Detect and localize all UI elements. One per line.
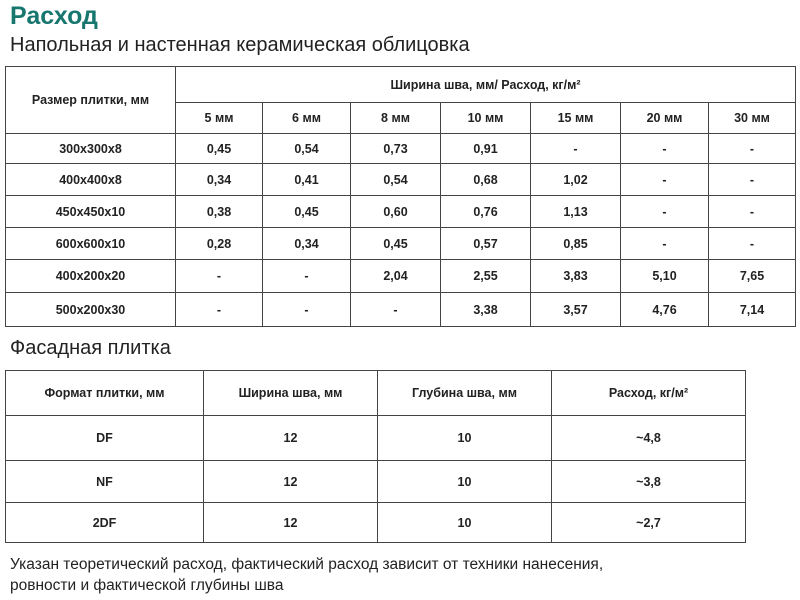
table-row: 300x300x8 0,45 0,54 0,73 0,91- - - — [5, 133, 796, 164]
table-cell: 400x400x8 — [5, 163, 176, 196]
header-cell: 30 мм — [708, 102, 796, 134]
table-cell: 10 — [377, 502, 552, 543]
header-cell: Ширина шва, мм — [203, 370, 378, 416]
table-cell: 2,55 — [440, 259, 531, 293]
table-cell: 0,45 — [350, 227, 441, 260]
table-cell: NF — [5, 460, 204, 503]
table-cell: 0,57 — [440, 227, 531, 260]
table-cell: 10 — [377, 415, 552, 461]
header-row: Размер плитки, мм Ширина шва, мм/ Расход,… — [5, 66, 796, 134]
table-cell: 0,45 — [262, 195, 351, 228]
table-cell: 300x300x8 — [5, 133, 176, 164]
header-cell: Расход, кг/м² — [551, 370, 746, 416]
table-cell: 0,41 — [262, 163, 351, 196]
table-cell: 3,57 — [530, 292, 621, 327]
footnote-line: Указан теоретический расход, фактический… — [10, 556, 604, 573]
table-row: 450x450x10 0,38 0,45 0,60 0,76 1,13- - — [5, 195, 796, 228]
table-row: NF 12 10 ~3,8 — [5, 460, 746, 503]
header-cell: 15 мм — [530, 102, 621, 134]
table-cell: - — [708, 227, 796, 260]
table-row: 600x600x10 0,28 0,34 0,45 0,57 0,85- - — [5, 227, 796, 260]
header-row: Формат плитки, мм Ширина шва, мм Глубина ш… — [5, 370, 746, 416]
table-cell: 0,34 — [175, 163, 263, 196]
header-cell: Размер плитки, мм — [5, 66, 176, 134]
table-cell: 0,54 — [262, 133, 351, 164]
table-cell: - — [175, 292, 263, 327]
table-cell: 0,85 — [530, 227, 621, 260]
table-cell: 3,38 — [440, 292, 531, 327]
table-cell: - — [262, 292, 351, 327]
footnote: Указан теоретический расход, фактический… — [10, 554, 603, 596]
header-cell: Глубина шва, мм — [377, 370, 552, 416]
table-cell: 3,83 — [530, 259, 621, 293]
table-cell: - — [708, 133, 796, 164]
table-cell: 0,45 — [175, 133, 263, 164]
table-cell: 450x450x10 — [5, 195, 176, 228]
table-cell: 0,73 — [350, 133, 441, 164]
header-cell: Формат плитки, мм — [5, 370, 204, 416]
table-cell: 0,76 — [440, 195, 531, 228]
table-cell: 400x200x20 — [5, 259, 176, 293]
table-cell: 0,38 — [175, 195, 263, 228]
table-cell: 0,68 — [440, 163, 531, 196]
table-cell: DF — [5, 415, 204, 461]
table-row: 400x400x8 0,34 0,41 0,54 0,68 1,02- - — [5, 163, 796, 196]
table-cell: - — [175, 259, 263, 293]
footnote-line: ровности и фактической глубины шва — [10, 577, 284, 594]
table-cell: 10 — [377, 460, 552, 503]
table-row: 2DF 12 10 ~2,7 — [5, 502, 746, 543]
section-title: Фасадная плитка — [10, 337, 171, 359]
table-cell: - — [262, 259, 351, 293]
table-cell: - — [708, 195, 796, 228]
table-cell: 4,76 — [620, 292, 709, 327]
table-cell: - — [620, 163, 709, 196]
table-cell: 1,02 — [530, 163, 621, 196]
table-row: DF 12 10 ~4,8 — [5, 415, 746, 461]
table-cell: ~4,8 — [551, 415, 746, 461]
table-cell: 5,10 — [620, 259, 709, 293]
consumption-table: Размер плитки, мм Ширина шва, мм/ Расход,… — [5, 66, 796, 327]
table-cell: - — [350, 292, 441, 327]
table-cell: 2DF — [5, 502, 204, 543]
table-cell: - — [708, 163, 796, 196]
table-cell: - — [620, 227, 709, 260]
table-cell: 0,54 — [350, 163, 441, 196]
table-cell: 500x200x30 — [5, 292, 176, 327]
table-row: 400x200x20- -2,04 2,55 3,83 5,10 7,65 — [5, 259, 796, 293]
table-cell: 1,13 — [530, 195, 621, 228]
table-cell: ~2,7 — [551, 502, 746, 543]
header-cell: 6 мм — [262, 102, 351, 134]
page-title: Расход — [10, 2, 98, 30]
table-cell: 2,04 — [350, 259, 441, 293]
header-cell: 8 мм — [350, 102, 441, 134]
table-cell: 12 — [203, 460, 378, 503]
table-cell: - — [620, 133, 709, 164]
table-row: 500x200x30- - -3,38 3,57 4,76 7,14 — [5, 292, 796, 327]
table-cell: ~3,8 — [551, 460, 746, 503]
table-cell: 7,14 — [708, 292, 796, 327]
table-cell: 0,28 — [175, 227, 263, 260]
header-cell: 20 мм — [620, 102, 709, 134]
table-cell: 0,91 — [440, 133, 531, 164]
header-cell: 5 мм — [175, 102, 263, 134]
table-cell: 0,34 — [262, 227, 351, 260]
table-cell: - — [620, 195, 709, 228]
table-cell: 0,60 — [350, 195, 441, 228]
table-cell: - — [530, 133, 621, 164]
header-cell: 10 мм — [440, 102, 531, 134]
table-cell: 12 — [203, 415, 378, 461]
header-row: 5 мм 6 мм 8 мм 10 мм 15 мм 20 мм 30 мм — [6, 102, 796, 134]
facade-table: Формат плитки, мм Ширина шва, мм Глубина ш… — [5, 370, 746, 543]
table-cell: 12 — [203, 502, 378, 543]
subtitle: Напольная и настенная керамическая облиц… — [10, 34, 470, 56]
table-cell: 600x600x10 — [5, 227, 176, 260]
header-cell: Ширина шва, мм/ Расход, кг/м² — [175, 66, 796, 103]
table-cell: 7,65 — [708, 259, 796, 293]
